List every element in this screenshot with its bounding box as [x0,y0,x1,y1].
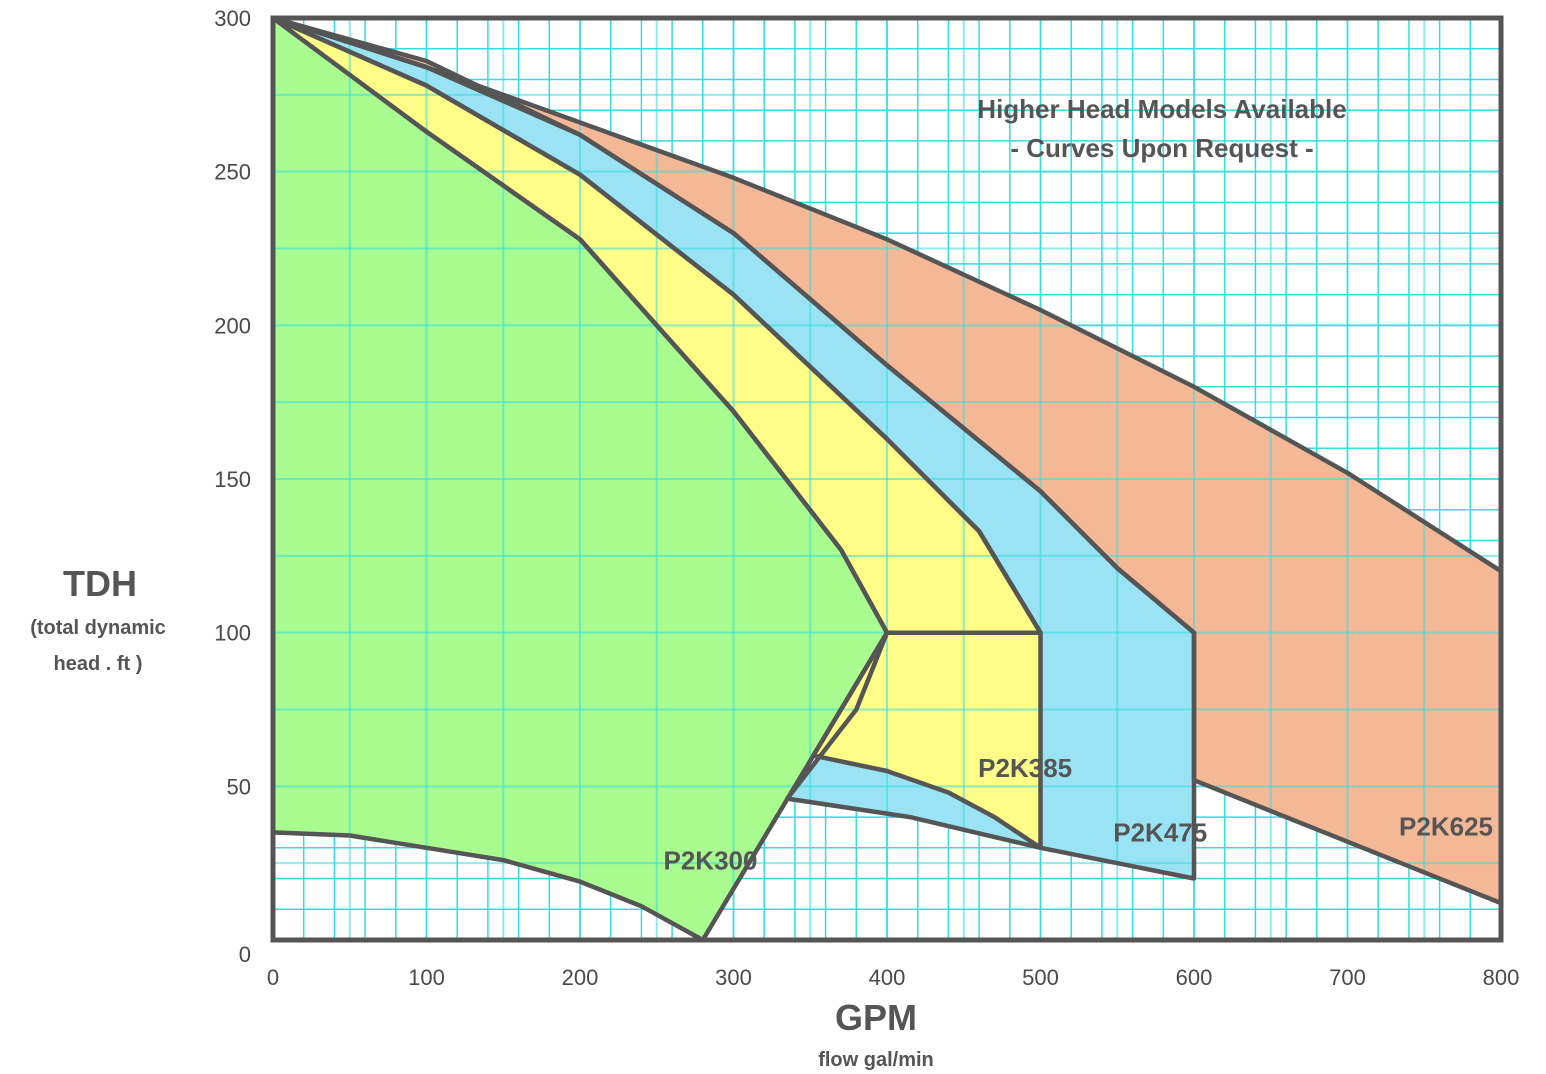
model-labels: P2K625 P2K475 P2K385 P2K300 [663,753,1493,875]
plot-frame [270,15,1504,943]
y-tick-label: 300 [214,6,251,31]
label-p2k300: P2K300 [663,845,757,875]
label-p2k475: P2K475 [1113,818,1207,848]
x-tick-label: 700 [1329,965,1366,990]
x-tick-label: 100 [408,965,445,990]
x-axis-subtitle: flow gal/min [818,1049,934,1071]
y-axis-subtitle-line-2: head . ft ) [54,653,143,675]
label-p2k385: P2K385 [978,753,1072,783]
annotation-line-2: - Curves Upon Request - [1010,133,1313,163]
x-axis-title: GPM [835,997,917,1038]
x-tick-label: 600 [1176,965,1213,990]
x-tick-label: 400 [869,965,906,990]
x-tick-label: 200 [562,965,599,990]
y-axis-title: TDH [63,563,137,604]
y-tick-labels: 0 50 100 150 200 250 300 [214,6,251,967]
y-tick-label: 0 [239,942,251,967]
x-tick-label: 800 [1483,965,1520,990]
outline-p2k300 [270,15,890,943]
y-tick-label: 50 [227,774,251,799]
x-tick-label: 0 [267,965,279,990]
y-tick-label: 150 [214,467,251,492]
x-tick-label: 500 [1022,965,1059,990]
x-tick-labels: 0 100 200 300 400 500 600 700 800 [267,965,1519,990]
annotation-line-1: Higher Head Models Available [977,94,1346,124]
x-tick-label: 300 [715,965,752,990]
y-tick-label: 100 [214,621,251,646]
y-tick-label: 250 [214,160,251,185]
model-outlines [270,15,1504,943]
y-axis-subtitle-line-1: (total dynamic [30,617,166,639]
label-p2k625: P2K625 [1399,812,1493,842]
y-tick-label: 200 [214,313,251,338]
